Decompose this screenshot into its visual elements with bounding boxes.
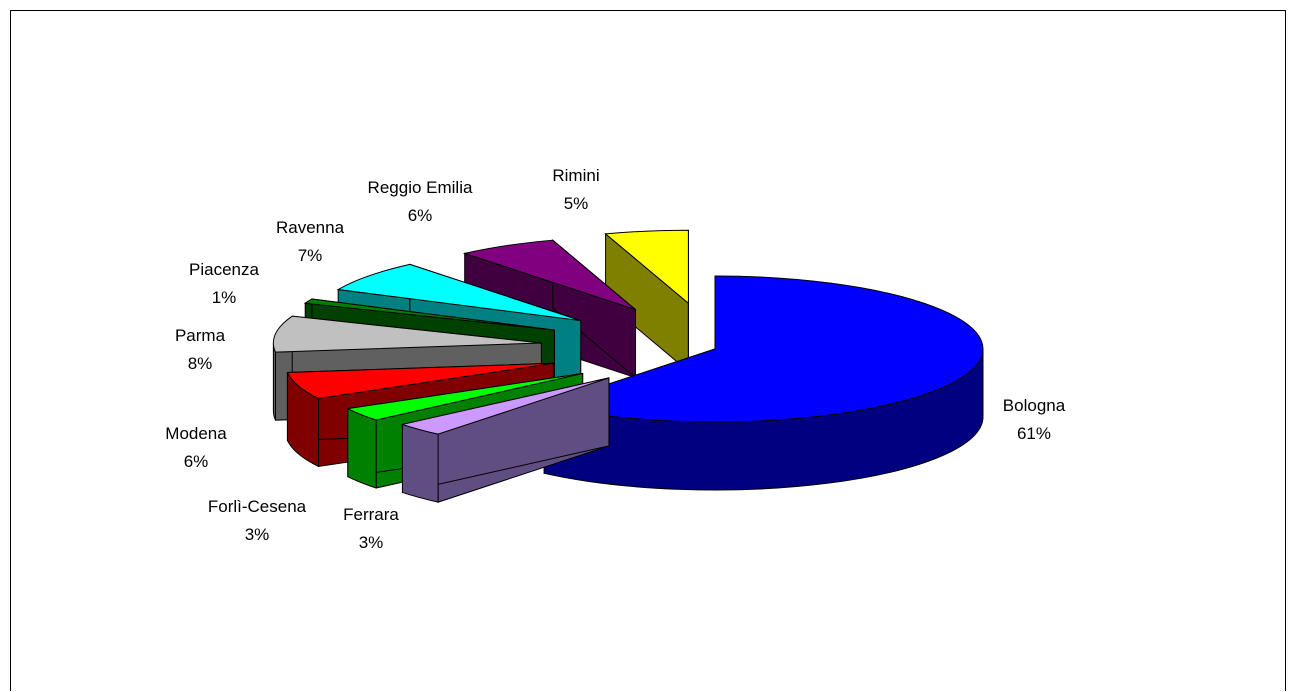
- slice-name: Modena: [165, 424, 227, 443]
- slice-label-modena: Modena 6%: [165, 420, 226, 476]
- slice-top-parma: [272, 315, 542, 353]
- slice-top-forl-cesena: [346, 373, 583, 421]
- slice-top-modena: [286, 362, 554, 399]
- slice-label-reggio-emilia: Reggio Emilia 6%: [368, 174, 473, 230]
- slice-name: Reggio Emilia: [367, 178, 473, 197]
- slice-percent: 7%: [297, 246, 323, 265]
- slice-name: Forlì-Cesena: [207, 497, 307, 516]
- slice-label-rimini: Rimini 5%: [552, 162, 599, 218]
- slice-name: Rimini: [552, 166, 600, 185]
- slice-percent: 61%: [1016, 424, 1052, 443]
- slice-name: Ferrara: [343, 505, 399, 524]
- slice-name: Bologna: [1002, 396, 1066, 415]
- slice-top-rimini: [604, 229, 689, 305]
- slice-ferrara: [400, 377, 610, 503]
- slice-label-bologna: Bologna 61%: [1003, 392, 1065, 448]
- slice-label-parma: Parma 8%: [175, 322, 225, 378]
- slice-percent: 3%: [358, 533, 384, 552]
- slice-percent: 6%: [183, 452, 209, 471]
- slice-percent: 6%: [407, 206, 433, 225]
- slice-name: Piacenza: [189, 260, 259, 279]
- slice-percent: 8%: [187, 354, 213, 373]
- slice-percent: 5%: [563, 194, 589, 213]
- slice-label-ravenna: Ravenna 7%: [276, 214, 344, 270]
- chart-frame: [10, 10, 1286, 691]
- slice-label-forli-cesena: Forlì-Cesena 3%: [208, 493, 306, 549]
- slice-name: Parma: [174, 326, 226, 345]
- slice-top-ravenna: [336, 263, 581, 322]
- slice-outer-wall-forl-cesena-0: [347, 407, 377, 489]
- slice-percent: 1%: [211, 288, 237, 307]
- slice-top-bologna: [542, 275, 984, 423]
- slice-top-reggio-emilia: [462, 239, 636, 311]
- slice-top-piacenza: [303, 298, 555, 331]
- slice-outer-wall-ferrara-0: [401, 423, 439, 503]
- slice-label-ferrara: Ferrara 3%: [343, 501, 399, 557]
- slice-label-piacenza: Piacenza 1%: [189, 256, 259, 312]
- slice-percent: 3%: [244, 525, 270, 544]
- slice-top-ferrara: [400, 377, 610, 435]
- slice-name: Ravenna: [275, 218, 345, 237]
- slice-outer-wall-parma-0: [272, 343, 276, 421]
